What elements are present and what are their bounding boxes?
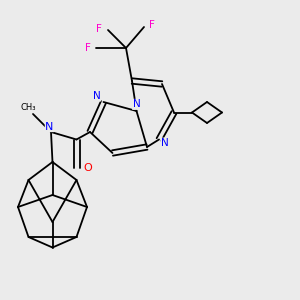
Text: F: F (149, 20, 155, 31)
Text: N: N (161, 138, 169, 148)
Text: O: O (83, 163, 92, 173)
Text: N: N (45, 122, 54, 132)
Text: N: N (93, 91, 101, 101)
Text: N: N (133, 99, 140, 110)
Text: F: F (96, 23, 102, 34)
Text: CH₃: CH₃ (21, 103, 36, 112)
Text: F: F (85, 43, 91, 53)
